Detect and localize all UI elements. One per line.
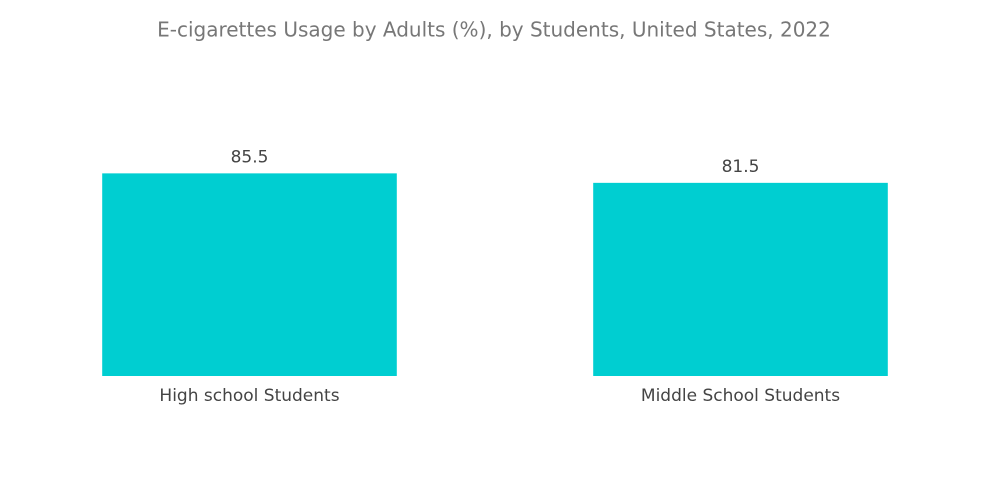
x-tick-label: Middle School Students [641, 386, 840, 406]
x-tick-label: High school Students [159, 386, 339, 406]
value-label: 81.5 [722, 157, 760, 177]
chart-title: E-cigarettes Usage by Adults (%), by Stu… [157, 18, 831, 42]
bar [593, 182, 888, 376]
value-label: 85.5 [231, 147, 269, 167]
bar [102, 173, 397, 376]
